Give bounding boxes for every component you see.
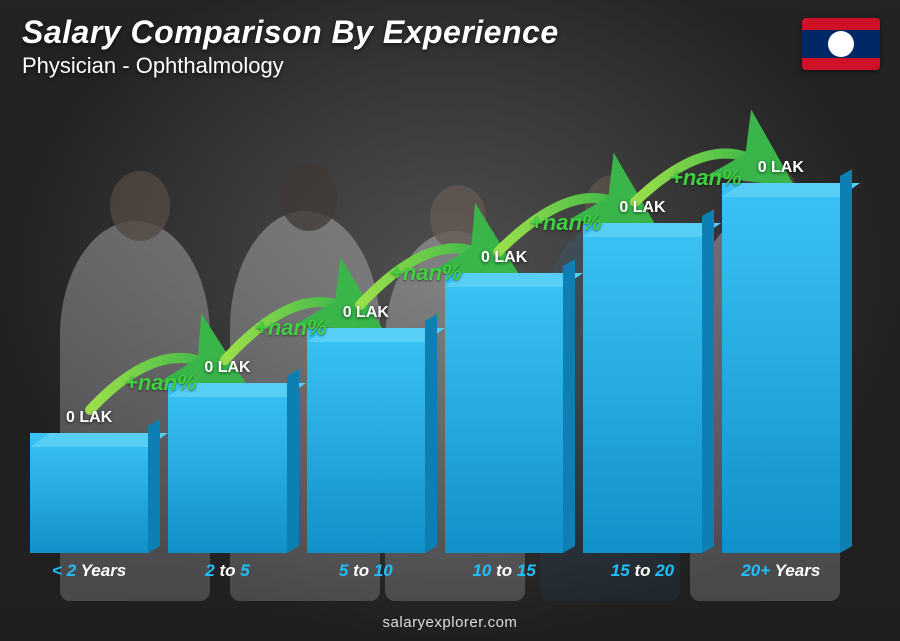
country-flag-icon (802, 18, 880, 70)
flag-stripe-top (802, 18, 880, 30)
bar-2: 0 LAK (307, 304, 425, 553)
bar-5: 0 LAK (722, 159, 840, 553)
flag-stripe-bot (802, 58, 880, 70)
bar-4: 0 LAK (583, 199, 701, 553)
bar-chart: 0 LAK 0 LAK 0 LAK 0 LAK 0 LAK 0 LAK < 2 Years… (30, 100, 840, 581)
pct-label-3: +nan% (530, 210, 602, 236)
pct-label-0: +nan% (125, 370, 197, 396)
chart-subtitle: Physician - Ophthalmology (22, 53, 559, 79)
bar-value-label: 0 LAK (619, 199, 665, 217)
x-label-1: 2 to 5 (168, 561, 286, 581)
pct-label-4: +nan% (670, 165, 742, 191)
bar-0: 0 LAK (30, 409, 148, 553)
title-block: Salary Comparison By Experience Physicia… (22, 14, 559, 79)
x-label-5: 20+ Years (722, 561, 840, 581)
bar-value-label: 0 LAK (481, 249, 527, 267)
pct-label-1: +nan% (255, 315, 327, 341)
x-label-0: < 2 Years (30, 561, 148, 581)
pct-label-2: +nan% (390, 260, 462, 286)
x-label-2: 5 to 10 (307, 561, 425, 581)
bar-value-label: 0 LAK (343, 304, 389, 322)
bar-value-label: 0 LAK (66, 409, 112, 427)
x-label-3: 10 to 15 (445, 561, 563, 581)
bar-value-label: 0 LAK (758, 159, 804, 177)
bar-3: 0 LAK (445, 249, 563, 553)
chart-title: Salary Comparison By Experience (22, 14, 559, 51)
x-axis-labels: < 2 Years 2 to 5 5 to 10 10 to 15 15 to 20 20… (30, 561, 840, 581)
flag-circle (828, 31, 854, 57)
x-label-4: 15 to 20 (583, 561, 701, 581)
bar-value-label: 0 LAK (204, 359, 250, 377)
credit-text: salaryexplorer.com (0, 614, 900, 631)
